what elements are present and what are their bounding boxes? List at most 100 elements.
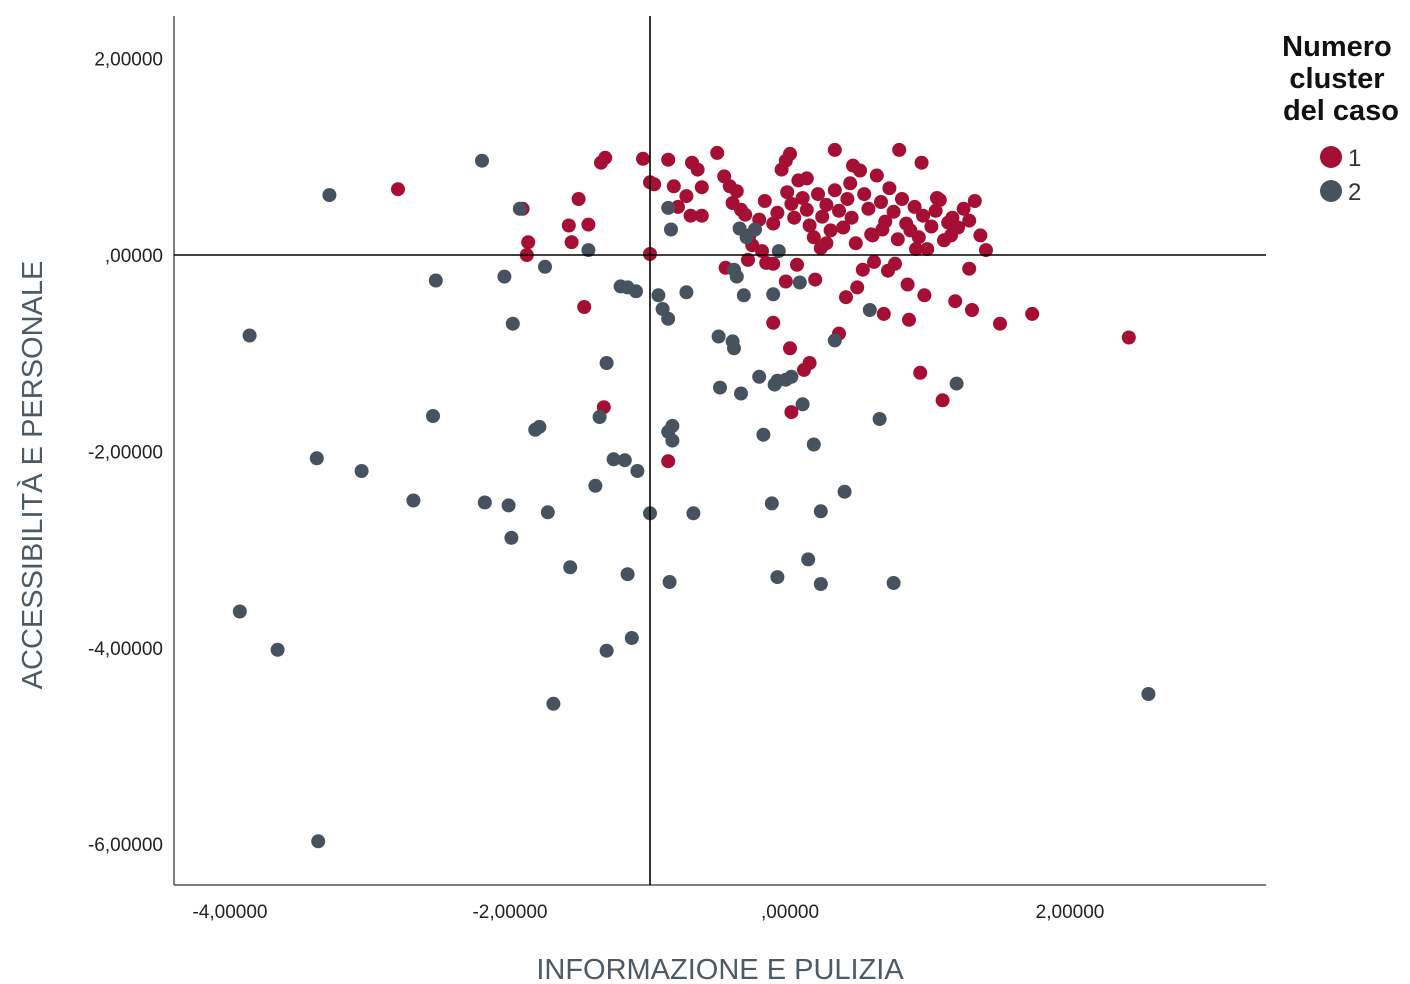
data-point-cluster-1 [521,235,536,250]
legend-marker-2 [1320,180,1342,202]
x-tick-label: -4,00000 [192,902,267,923]
data-point-cluster-1 [808,272,823,287]
data-point-cluster-2 [270,642,285,657]
data-point-cluster-2 [477,495,492,510]
data-point-cluster-1 [869,168,884,183]
data-point-cluster-1 [855,262,870,277]
data-point-cluster-1 [783,146,797,161]
tick-labels: -4,00000 -2,00000 ,00000 2,00000 2,00000 ,000… [88,50,1104,923]
data-point-cluster-2 [546,696,561,711]
data-point-cluster-1 [909,242,923,257]
data-point-cluster-1 [840,192,855,206]
data-point-cluster-1 [806,230,821,245]
data-point-cluster-1 [867,254,881,269]
data-point-cluster-1 [956,201,971,216]
data-point-cluster-1 [846,158,860,173]
data-point-cluster-1 [770,205,785,220]
data-point-cluster-2 [827,333,842,348]
data-point-cluster-2 [872,412,887,426]
data-point-cluster-1 [888,256,902,271]
legend-label-2: 2 [1348,179,1361,206]
data-point-cluster-1 [895,192,909,206]
data-point-cluster-2 [651,288,666,303]
data-point-cluster-2 [771,244,786,259]
data-point-cluster-2 [734,386,748,401]
data-point-cluster-2 [748,222,762,237]
data-point-cluster-2 [629,284,643,299]
legend-title-line-2: cluster [1289,63,1384,95]
data-point-cluster-1 [571,192,586,206]
data-point-cluster-1 [844,210,859,225]
data-point-cluster-1 [875,222,890,237]
data-point-cluster-1 [979,243,993,258]
data-point-cluster-1 [683,208,698,223]
data-point-cluster-1 [795,191,810,205]
data-point-cluster-2 [538,259,552,274]
data-point-cluster-2 [232,604,247,619]
data-point-cluster-1 [1025,306,1040,321]
data-point-cluster-2 [599,643,614,658]
data-point-cluster-2 [1141,687,1156,701]
data-point-cluster-1 [900,277,915,292]
data-point-cluster-1 [843,176,858,191]
legend-marker-1 [1320,146,1342,168]
data-point-cluster-1 [581,217,596,232]
data-point-cluster-1 [907,199,922,214]
data-point-cluster-1 [916,208,930,223]
axes [173,16,1266,886]
data-point-cluster-2 [661,200,676,215]
data-point-cluster-1 [935,393,950,408]
data-point-cluster-1 [787,210,802,225]
data-point-cluster-1 [948,294,963,309]
data-point-cluster-1 [1121,330,1136,345]
data-point-cluster-1 [962,261,977,276]
data-point-cluster-1 [636,151,650,166]
data-point-cluster-1 [839,290,853,305]
data-point-cluster-2 [504,530,519,545]
data-point-cluster-1 [962,213,977,228]
legend-title-line-3: del caso [1283,95,1399,127]
data-point-cluster-1 [679,189,694,204]
data-point-cluster-2 [620,567,635,582]
data-point-cluster-1 [783,341,797,356]
data-point-cluster-2 [309,451,324,466]
data-point-cluster-1 [914,155,929,170]
data-point-cluster-1 [819,197,834,212]
data-point-cluster-1 [694,208,709,223]
data-point-cluster-2 [505,316,520,331]
data-point-cluster-1 [710,145,725,160]
data-point-cluster-2 [686,506,701,521]
y-axis-title: ACCESSIBILITÀ E PERSONALE [16,261,49,690]
data-point-cluster-1 [850,280,865,295]
y-tick-label: -4,00000 [88,639,163,660]
data-point-cluster-1 [577,300,592,314]
data-point-cluster-1 [913,365,928,380]
data-point-cluster-1 [757,194,772,208]
data-point-cluster-1 [766,216,781,231]
data-point-cluster-2 [426,409,440,423]
data-point-cluster-1 [780,185,795,200]
data-point-cluster-1 [917,288,932,303]
data-point-cluster-1 [930,191,944,205]
data-point-cluster-2 [770,570,785,585]
data-point-cluster-1 [827,142,842,157]
data-point-cluster-2 [711,329,726,344]
data-point-cluster-2 [862,303,877,317]
data-point-cluster-2 [354,464,369,478]
data-point-cluster-2 [630,464,645,478]
data-point-cluster-2 [501,498,516,513]
data-point-cluster-2 [406,493,421,508]
data-point-cluster-1 [784,405,799,420]
data-point-cluster-1 [564,235,579,250]
data-point-cluster-2 [792,275,807,290]
data-point-cluster-2 [581,243,596,258]
data-point-cluster-2 [617,453,632,468]
data-point-cluster-2 [736,288,751,303]
y-tick-label: ,00000 [105,246,163,267]
data-point-cluster-1 [882,181,897,196]
data-point-cluster-1 [973,228,988,243]
data-point-cluster-2 [795,397,810,412]
data-point-cluster-1 [561,218,576,233]
y-tick-label: -6,00000 [88,835,163,856]
data-point-cluster-1 [876,306,891,321]
